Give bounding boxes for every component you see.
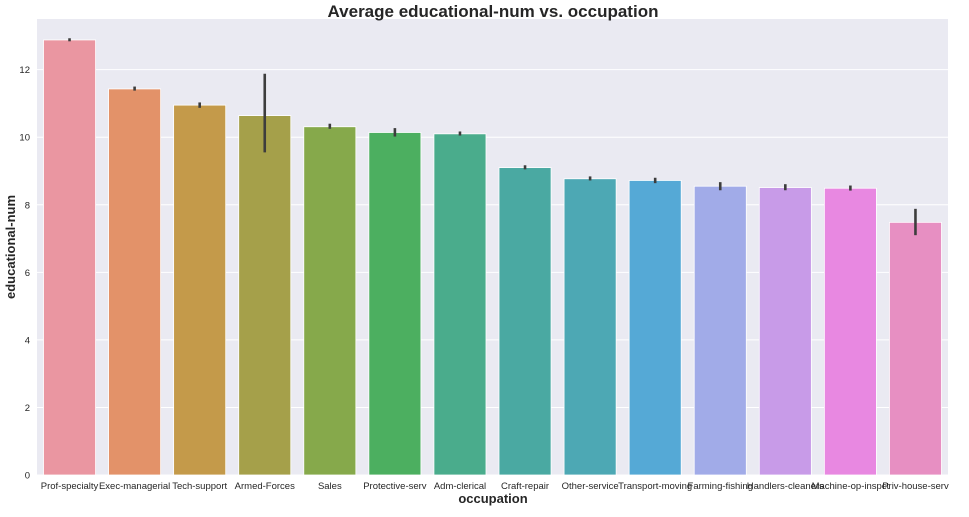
x-tick-label: Tech-support [172,481,227,492]
y-axis-label: educational-num [3,195,18,299]
y-tick-label: 4 [25,335,30,346]
x-tick-labels: Prof-specialty Exec-managerial Tech-suppor… [41,481,949,492]
bar [43,39,96,476]
y-tick-label: 0 [25,471,30,482]
bar [108,88,162,476]
x-tick-label: Farming-fishing [688,481,753,492]
bar [173,104,227,476]
x-tick-label: Adm-clerical [434,481,486,492]
x-tick-label: Craft-repair [501,481,549,492]
x-tick-label: Sales [318,481,342,492]
y-tick-label: 6 [25,268,30,279]
bar [563,178,617,476]
x-tick-label: Protective-serv [363,481,427,492]
x-tick-label: Machine-op-inspct [812,481,890,492]
bar [889,221,942,476]
bar [628,180,682,476]
x-tick-label: Other-service [562,481,619,492]
bars [43,39,942,476]
chart-title: Average educational-num vs. occupation [328,2,659,21]
bar [758,187,812,476]
x-tick-label: Armed-Forces [235,481,295,492]
y-tick-label: 8 [25,200,30,211]
bar [238,115,292,476]
error-bars [68,38,917,236]
x-tick-label: Transport-moving [618,481,692,492]
x-tick-label: Handlers-cleaners [747,481,824,492]
bar [303,126,357,476]
x-axis-label: occupation [458,491,527,506]
y-tick-label: 12 [19,65,30,76]
bar [498,167,552,476]
x-tick-label: Exec-managerial [99,481,170,492]
bar [368,132,422,476]
x-tick-label: Priv-house-serv [882,481,949,492]
y-tick-label: 10 [19,133,30,144]
x-tick-label: Prof-specialty [41,481,99,492]
bar [693,185,747,476]
bar [433,133,487,476]
y-tick-labels: 0 2 4 6 8 10 12 [19,65,30,481]
bar [823,187,877,476]
y-tick-label: 2 [25,403,30,414]
